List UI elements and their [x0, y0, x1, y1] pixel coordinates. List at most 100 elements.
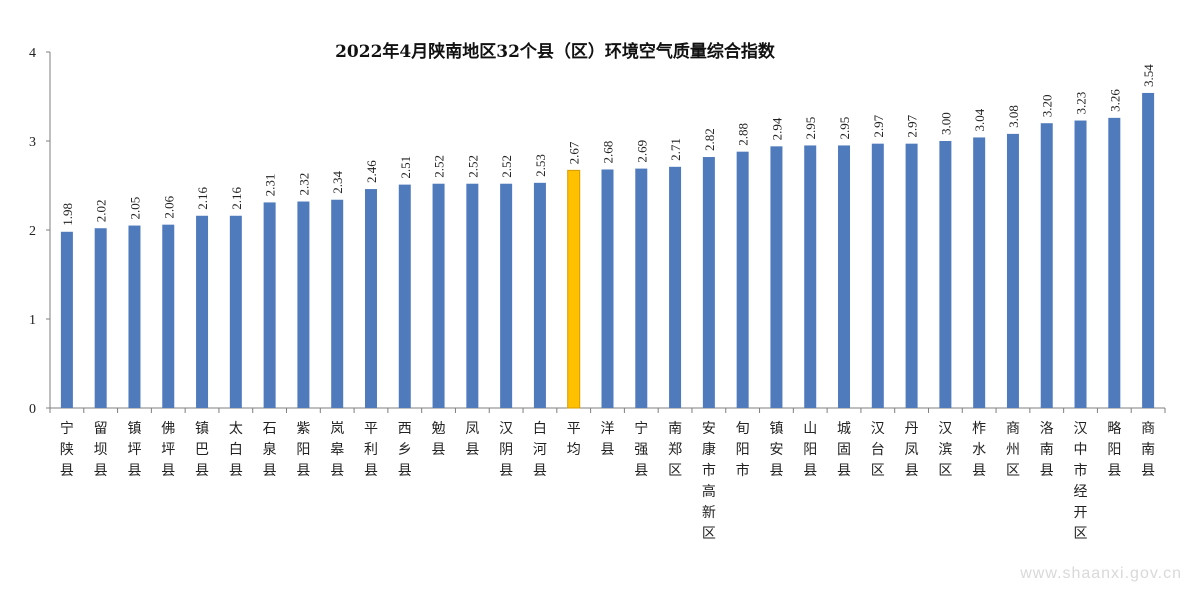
- category-label: 汉中市经开区: [1074, 421, 1088, 542]
- y-tick-label: 3: [29, 135, 36, 150]
- data-label: 2.06: [161, 195, 176, 218]
- data-label: 2.05: [127, 197, 142, 220]
- bars: [60, 92, 1155, 409]
- bar: [432, 183, 445, 408]
- bar: [736, 151, 749, 408]
- category-label: 佛坪县: [161, 421, 175, 479]
- data-label: 2.51: [398, 156, 413, 179]
- bar: [331, 199, 344, 408]
- data-label: 2.94: [769, 117, 784, 140]
- bar: [1074, 120, 1087, 408]
- category-label: 汉滨区: [938, 421, 952, 479]
- bar: [1006, 133, 1019, 408]
- category-label: 南郑区: [668, 421, 682, 479]
- bar: [128, 225, 141, 408]
- category-label: 洋县: [601, 421, 615, 458]
- bar: [973, 137, 986, 408]
- category-label: 柞水县: [972, 421, 986, 479]
- category-label: 商南县: [1141, 421, 1155, 479]
- category-label: 汉阴县: [499, 421, 513, 479]
- data-label: 3.20: [1040, 94, 1055, 117]
- data-label: 3.04: [972, 108, 987, 131]
- data-label: 2.52: [465, 155, 480, 178]
- y-tick-label: 2: [29, 224, 36, 239]
- y-tick-label: 0: [29, 402, 36, 417]
- category-label: 宁强县: [634, 420, 648, 479]
- data-label: 2.32: [296, 173, 311, 196]
- data-label: 2.97: [905, 114, 920, 137]
- bar: [60, 231, 73, 408]
- data-label: 3.54: [1141, 64, 1156, 87]
- category-label: 岚皋县: [330, 421, 344, 479]
- data-label: 3.00: [938, 112, 953, 135]
- category-label: 紫阳县: [296, 421, 310, 479]
- bar: [1040, 123, 1053, 408]
- category-label: 石泉县: [263, 421, 277, 479]
- data-label: 2.46: [364, 160, 379, 183]
- bar: [229, 215, 242, 408]
- data-label: 2.69: [634, 140, 649, 163]
- category-label: 镇安县: [769, 421, 783, 479]
- bar: [466, 183, 479, 408]
- data-label: 2.52: [499, 155, 514, 178]
- bar: [297, 201, 310, 408]
- bar: [601, 169, 614, 408]
- watermark: www.shaanxi.gov.cn: [1020, 565, 1182, 582]
- category-label: 镇巴县: [195, 421, 209, 479]
- category-label: 山阳县: [803, 421, 817, 479]
- category-label: 丹凤县: [905, 421, 919, 479]
- category-label: 勉县: [432, 421, 446, 458]
- data-label: 2.97: [871, 114, 886, 137]
- y-tick-label: 4: [29, 46, 36, 61]
- bar: [770, 146, 783, 408]
- data-label: 3.26: [1107, 89, 1122, 112]
- bar: [162, 224, 175, 408]
- chart-title: 2022年4月陕南地区32个县（区）环境空气质量综合指数: [335, 41, 776, 62]
- data-label: 2.31: [263, 174, 278, 197]
- bar: [702, 157, 715, 408]
- category-label: 洛南县: [1040, 421, 1054, 479]
- category-label: 平均: [567, 421, 581, 458]
- data-label: 2.16: [195, 187, 210, 210]
- category-label: 略阳县: [1107, 421, 1121, 479]
- y-tick-label: 1: [29, 313, 36, 328]
- bar: [196, 215, 209, 408]
- data-label: 3.23: [1074, 92, 1089, 115]
- bar: [1108, 117, 1121, 409]
- bar: [533, 182, 546, 408]
- category-label: 安康市高新区: [702, 421, 716, 542]
- category-label: 白河县: [533, 421, 547, 479]
- category-label: 平利县: [364, 421, 378, 479]
- category-label: 西乡县: [398, 421, 412, 479]
- bar: [364, 189, 377, 408]
- bar: [263, 202, 276, 408]
- bar: [669, 166, 682, 408]
- data-label: 2.95: [803, 117, 818, 140]
- data-label: 2.71: [668, 138, 683, 161]
- bar: [1142, 92, 1155, 408]
- data-label: 2.88: [736, 123, 751, 146]
- bar: [635, 168, 648, 408]
- bar: [939, 141, 952, 408]
- data-label: 2.82: [702, 128, 717, 151]
- category-label: 商州区: [1006, 421, 1020, 479]
- bar: [500, 183, 513, 408]
- data-label: 3.08: [1006, 105, 1021, 128]
- data-label: 2.68: [601, 141, 616, 164]
- data-label: 2.02: [94, 199, 109, 222]
- category-label: 宁陕县: [60, 420, 74, 479]
- value-labels: 1.98 2.02 2.05 2.06 2.16 2.16 2.31 2.32 2.34 2.46…: [60, 64, 1156, 226]
- data-label: 2.67: [567, 141, 582, 164]
- category-label: 汉台区: [871, 421, 885, 479]
- category-label: 留坝县: [94, 421, 108, 479]
- bar: [567, 169, 581, 409]
- data-label: 2.53: [533, 154, 548, 177]
- bar: [398, 184, 411, 408]
- bar: [804, 145, 817, 408]
- category-label: 凤县: [465, 421, 479, 458]
- bar: [871, 143, 884, 409]
- data-label: 1.98: [60, 203, 75, 226]
- category-label: 镇坪县: [127, 421, 141, 479]
